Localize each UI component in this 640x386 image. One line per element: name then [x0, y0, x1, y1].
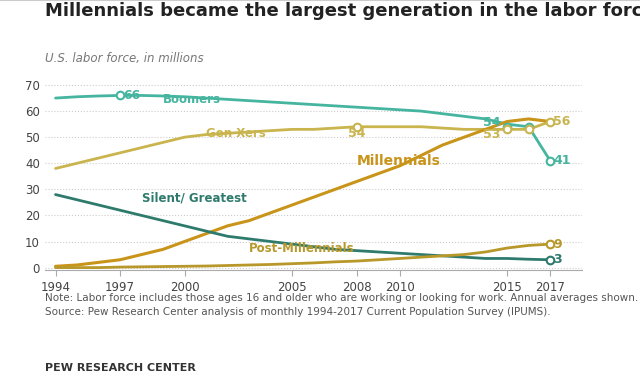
Text: Silent/ Greatest: Silent/ Greatest: [141, 192, 246, 205]
Text: Post-Millennials: Post-Millennials: [249, 242, 355, 254]
Text: Boomers: Boomers: [163, 93, 221, 106]
Text: Gen Xers: Gen Xers: [206, 127, 266, 140]
Text: 3: 3: [554, 253, 562, 266]
Text: Millennials: Millennials: [356, 154, 440, 168]
Text: PEW RESEARCH CENTER: PEW RESEARCH CENTER: [45, 363, 196, 373]
Text: 54: 54: [483, 115, 500, 129]
Text: U.S. labor force, in millions: U.S. labor force, in millions: [45, 52, 204, 65]
Text: 9: 9: [554, 238, 562, 251]
Text: Note: Labor force includes those ages 16 and older who are working or looking fo: Note: Labor force includes those ages 16…: [45, 293, 638, 317]
Text: 54: 54: [348, 127, 365, 140]
Text: Millennials became the largest generation in the labor force in 2016: Millennials became the largest generatio…: [45, 2, 640, 20]
Text: 53: 53: [483, 128, 500, 141]
Text: 66: 66: [124, 89, 141, 102]
Text: 56: 56: [554, 115, 571, 128]
Text: 41: 41: [554, 154, 571, 167]
